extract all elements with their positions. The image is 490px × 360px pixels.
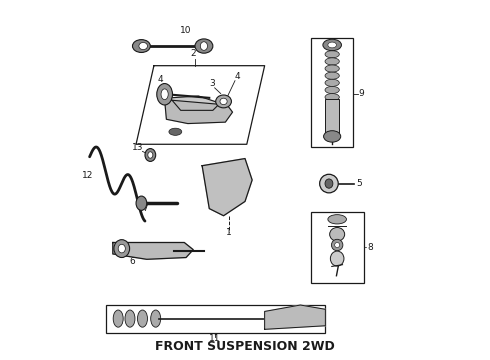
Text: 12: 12 <box>82 171 94 180</box>
Bar <box>311 212 364 283</box>
Text: 4: 4 <box>157 75 163 84</box>
Ellipse shape <box>325 51 339 58</box>
Ellipse shape <box>148 152 153 158</box>
Text: 1: 1 <box>226 228 232 237</box>
Text: 9: 9 <box>359 89 365 98</box>
Text: 5: 5 <box>356 179 362 188</box>
Ellipse shape <box>330 251 344 266</box>
Ellipse shape <box>161 89 168 100</box>
Ellipse shape <box>220 98 227 105</box>
Ellipse shape <box>138 310 147 327</box>
Ellipse shape <box>136 196 147 210</box>
Ellipse shape <box>325 79 339 86</box>
Ellipse shape <box>323 131 341 142</box>
Polygon shape <box>265 305 325 329</box>
Polygon shape <box>113 243 193 259</box>
Ellipse shape <box>132 40 150 53</box>
Text: 3: 3 <box>209 79 215 88</box>
Ellipse shape <box>145 149 156 161</box>
Bar <box>325 99 339 134</box>
Ellipse shape <box>325 65 339 72</box>
Ellipse shape <box>125 310 135 327</box>
Polygon shape <box>165 100 232 123</box>
Text: 8: 8 <box>368 243 373 252</box>
Ellipse shape <box>331 239 343 251</box>
Ellipse shape <box>169 128 182 135</box>
Polygon shape <box>170 96 220 111</box>
Ellipse shape <box>325 179 333 188</box>
Text: 6: 6 <box>129 257 135 266</box>
Ellipse shape <box>157 84 172 105</box>
Ellipse shape <box>319 174 338 193</box>
Text: 13: 13 <box>132 143 144 152</box>
Ellipse shape <box>325 86 339 94</box>
Ellipse shape <box>216 95 231 108</box>
Ellipse shape <box>325 94 339 101</box>
Ellipse shape <box>335 243 340 248</box>
Text: FRONT SUSPENSION 2WD: FRONT SUSPENSION 2WD <box>155 340 335 353</box>
Bar <box>311 38 353 147</box>
Ellipse shape <box>328 42 337 48</box>
Text: 4: 4 <box>235 72 241 81</box>
Ellipse shape <box>325 58 339 65</box>
Bar <box>106 305 325 333</box>
Polygon shape <box>202 158 252 216</box>
Ellipse shape <box>118 244 125 253</box>
Ellipse shape <box>114 240 130 257</box>
Ellipse shape <box>113 310 123 327</box>
Ellipse shape <box>330 228 344 241</box>
Text: 2: 2 <box>191 49 196 58</box>
Ellipse shape <box>151 310 161 327</box>
Ellipse shape <box>328 215 346 224</box>
Ellipse shape <box>195 39 213 53</box>
Text: 10: 10 <box>180 26 192 35</box>
Ellipse shape <box>200 42 207 50</box>
Ellipse shape <box>325 72 339 79</box>
Text: 7: 7 <box>142 204 148 213</box>
Text: 11: 11 <box>209 334 221 343</box>
Ellipse shape <box>139 42 147 50</box>
Ellipse shape <box>323 39 342 51</box>
